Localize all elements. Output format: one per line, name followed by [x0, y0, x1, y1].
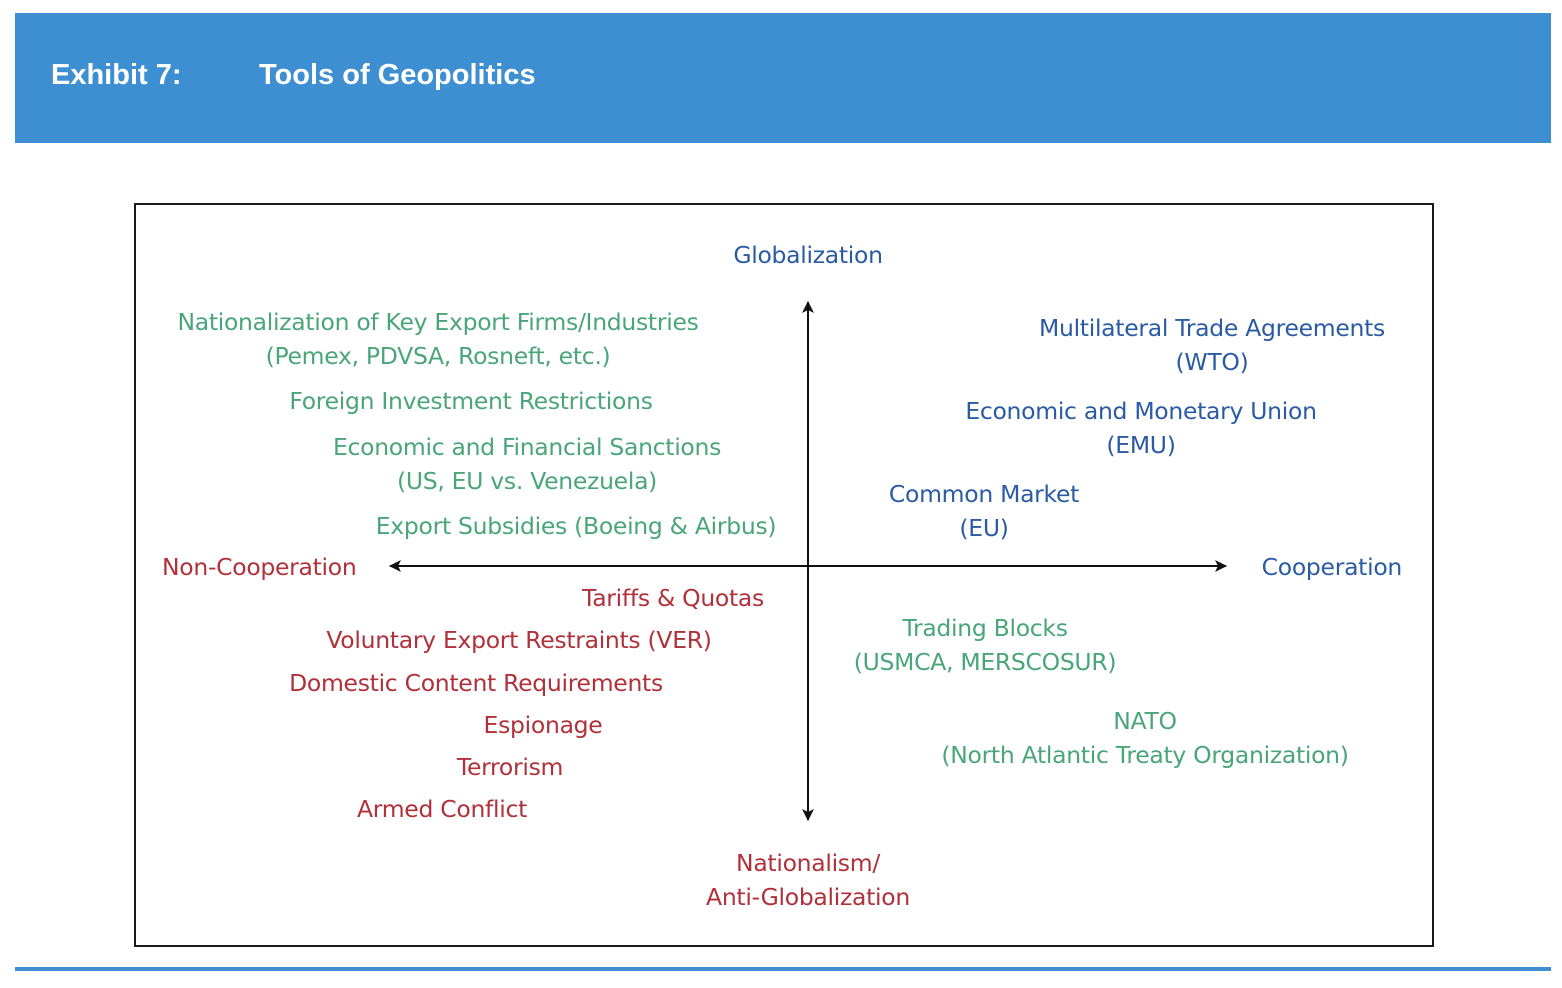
- tool-common-market: Common Market: [888, 480, 1080, 508]
- tool-nationalization: Nationalization of Key Export Firms/Indu…: [177, 308, 699, 336]
- axis-label-anti-globalization: Anti-Globalization: [706, 883, 910, 911]
- tool-armed-conflict: Armed Conflict: [356, 795, 528, 823]
- tool-espionage: Espionage: [483, 711, 603, 739]
- tool-export-subsidies: Export Subsidies (Boeing & Airbus): [375, 512, 777, 540]
- tool-domestic-content-requirements: Domestic Content Requirements: [289, 669, 663, 697]
- exhibit-header: Exhibit 7: Tools of Geopolitics: [15, 13, 1551, 143]
- tool-trading-blocks-examples: (USMCA, MERSCOSUR): [853, 648, 1117, 676]
- axis-label-non-cooperation: Non-Cooperation: [162, 553, 357, 581]
- exhibit-number: Exhibit 7:: [51, 59, 182, 91]
- footer-rule: [15, 967, 1551, 971]
- tool-sanctions: Economic and Financial Sanctions: [332, 433, 722, 461]
- tool-nato: NATO: [1113, 707, 1177, 735]
- tool-sanctions-examples: (US, EU vs. Venezuela): [396, 467, 658, 495]
- tool-voluntary-export-restraints: Voluntary Export Restraints (VER): [326, 626, 712, 654]
- axis-label-nationalism: Nationalism/: [736, 849, 880, 877]
- tool-multilateral-trade-agreements-example: (WTO): [1175, 348, 1249, 376]
- axis-label-cooperation: Cooperation: [1261, 553, 1403, 581]
- tool-nationalization-examples: (Pemex, PDVSA, Rosneft, etc.): [265, 342, 611, 370]
- diagram-frame: [134, 203, 1434, 947]
- tool-nato-full-name: (North Atlantic Treaty Organization): [941, 741, 1349, 769]
- tool-economic-monetary-union: Economic and Monetary Union: [965, 397, 1317, 425]
- tool-common-market-example: (EU): [959, 514, 1009, 542]
- tool-tariffs-quotas: Tariffs & Quotas: [582, 584, 764, 612]
- tool-foreign-investment-restrictions: Foreign Investment Restrictions: [289, 387, 653, 415]
- tool-terrorism: Terrorism: [456, 753, 564, 781]
- exhibit-title: Tools of Geopolitics: [259, 59, 536, 91]
- tool-economic-monetary-union-example: (EMU): [1106, 431, 1176, 459]
- tool-multilateral-trade-agreements: Multilateral Trade Agreements: [1039, 314, 1385, 342]
- tool-trading-blocks: Trading Blocks: [902, 614, 1068, 642]
- axis-label-globalization: Globalization: [733, 241, 883, 269]
